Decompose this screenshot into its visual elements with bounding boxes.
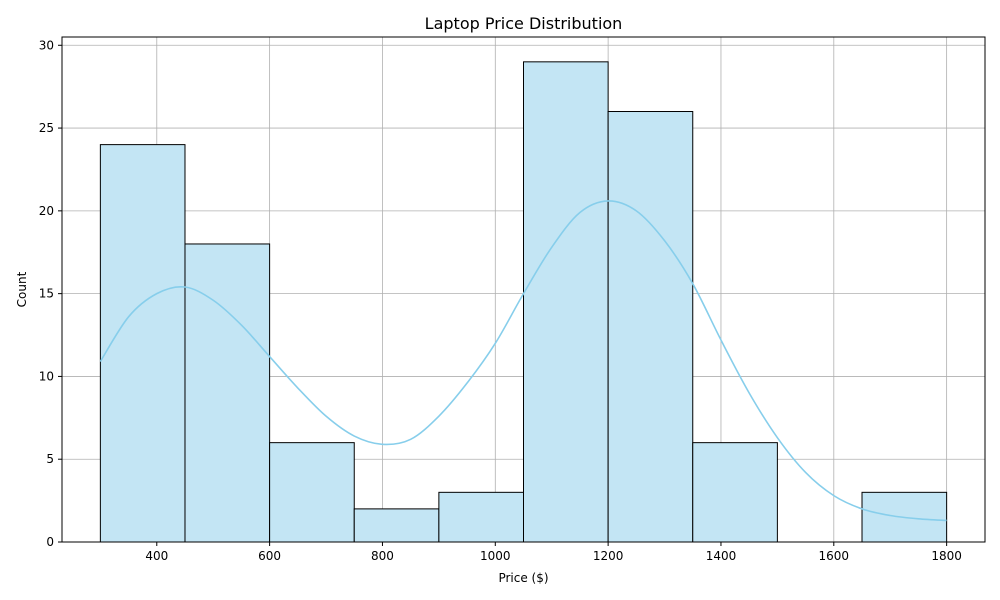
x-tick-label: 800 [371,549,394,563]
histogram-bar [99,144,186,543]
histogram-bar [607,111,694,543]
y-axis-label: Count [15,271,29,307]
x-tick-label: 1200 [593,549,624,563]
x-tick-label: 1600 [819,549,850,563]
y-tick-label: 25 [39,121,54,135]
x-axis-label: Price ($) [498,571,548,585]
histogram-bar [523,61,609,543]
histogram-bar [269,442,355,543]
plot-frame [61,36,986,543]
y-axis-ticks: 0 5 10 15 20 25 30 [39,38,62,549]
x-tick-label: 1800 [931,549,962,563]
y-tick-label: 20 [39,204,54,218]
histogram-bar [438,491,524,543]
y-tick-label: 30 [39,38,54,52]
histogram-bars [99,61,948,543]
x-tick-label: 1000 [480,549,511,563]
y-tick-label: 0 [46,535,54,549]
chart-title: Laptop Price Distribution [425,14,623,33]
histogram-bar [184,243,271,543]
kde-curve-group [99,200,947,522]
x-tick-label: 600 [258,549,281,563]
y-tick-label: 5 [46,452,54,466]
y-tick-label: 15 [39,287,54,301]
kde-line [99,200,947,522]
x-axis-ticks: 400 600 800 1000 1200 1400 1600 1800 [145,542,962,563]
y-tick-label: 10 [39,369,54,383]
x-tick-label: 1400 [706,549,737,563]
histogram-bar [692,442,778,543]
histogram-bar [353,508,440,543]
x-tick-label: 400 [145,549,168,563]
